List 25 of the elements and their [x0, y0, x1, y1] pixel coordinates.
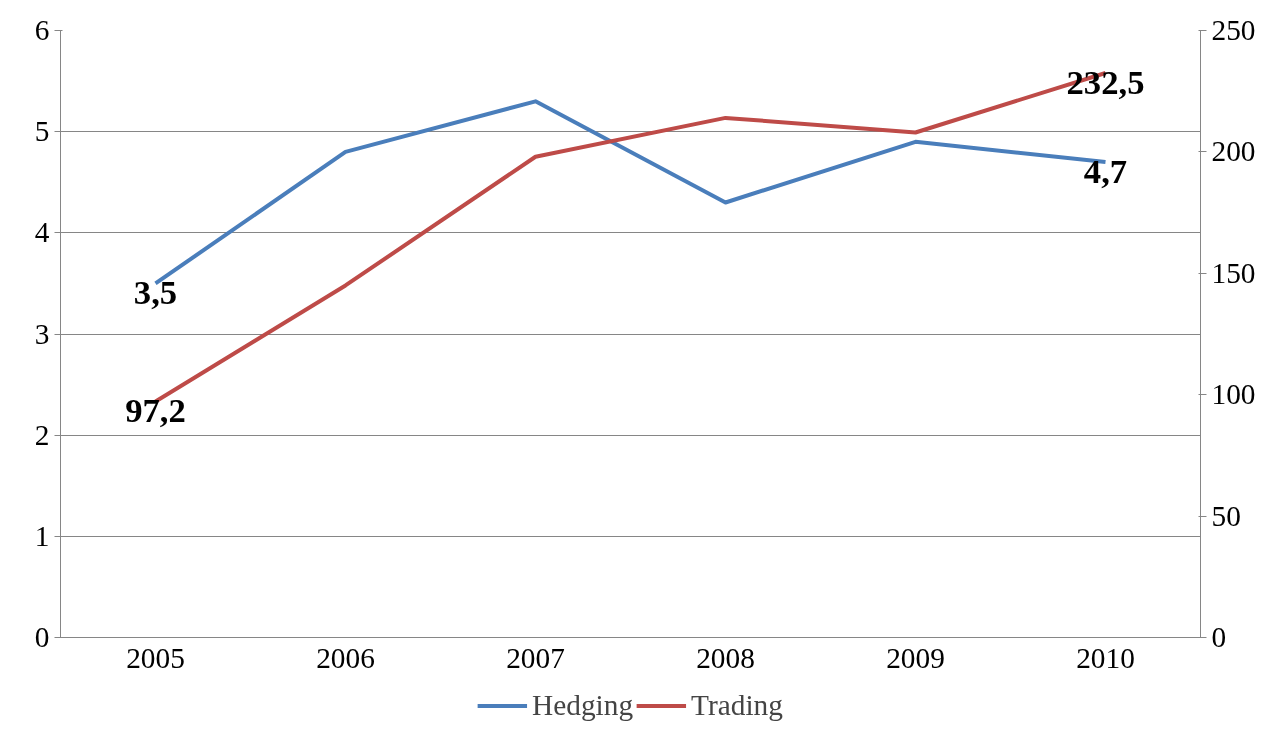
- y-tick-label: 5: [34, 115, 50, 148]
- x-tick-label: 2005: [126, 641, 185, 674]
- data-label: 232,5: [1066, 62, 1145, 101]
- legend-label: Hedging: [532, 688, 634, 722]
- y2-tick-label: 50: [1211, 499, 1241, 532]
- y-tick-label: 2: [34, 418, 50, 451]
- y2-tick-label: 100: [1211, 378, 1256, 411]
- y-tick-label: 6: [34, 14, 50, 46]
- x-tick-label: 2010: [1076, 641, 1135, 674]
- data-label: 3,5: [133, 273, 178, 312]
- y2-tick-label: 0: [1211, 621, 1227, 653]
- legend-label: Trading: [691, 688, 783, 722]
- y-tick-label: 4: [34, 216, 50, 249]
- x-tick-label: 2009: [886, 641, 945, 674]
- y-tick-label: 3: [34, 317, 50, 350]
- data-label: 4,7: [1083, 152, 1128, 191]
- y2-tick-label: 250: [1211, 14, 1256, 46]
- y-tick-label: 0: [34, 621, 50, 653]
- x-tick-label: 2008: [696, 641, 755, 674]
- data-label: 97,2: [125, 391, 186, 430]
- x-tick-label: 2007: [506, 641, 565, 674]
- y-tick-label: 1: [34, 519, 50, 552]
- y2-tick-label: 200: [1211, 135, 1256, 168]
- y2-tick-label: 150: [1211, 256, 1256, 289]
- x-tick-label: 2006: [316, 641, 375, 674]
